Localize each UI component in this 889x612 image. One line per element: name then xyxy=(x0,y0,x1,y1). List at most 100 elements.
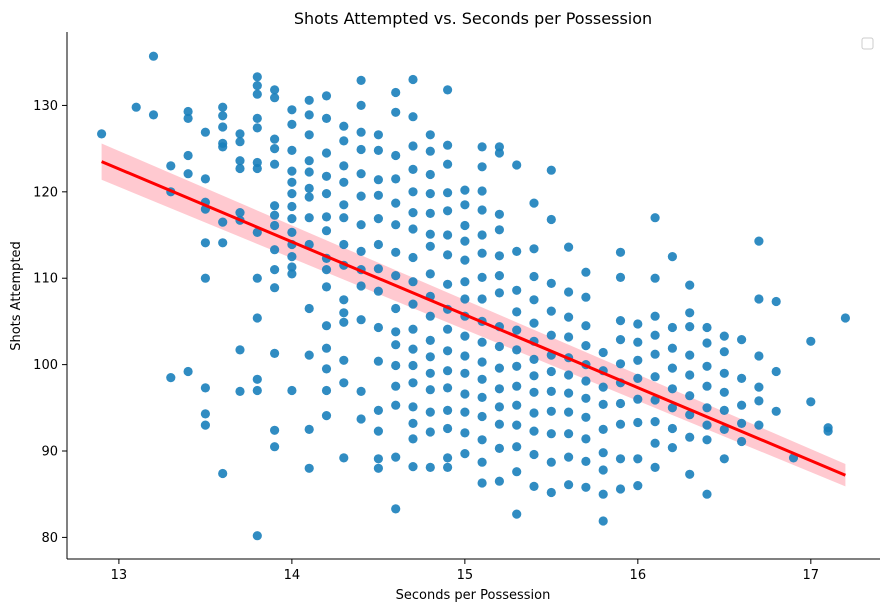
data-point xyxy=(512,509,522,519)
data-point xyxy=(737,335,747,345)
data-point xyxy=(633,394,643,404)
data-point xyxy=(304,130,314,140)
data-point xyxy=(633,481,643,491)
data-point xyxy=(356,315,366,325)
data-point xyxy=(512,442,522,452)
data-point xyxy=(667,252,678,262)
data-point xyxy=(408,141,418,151)
data-point xyxy=(425,462,435,472)
data-point xyxy=(270,348,280,358)
data-point xyxy=(477,230,487,240)
data-point xyxy=(339,239,349,250)
data-point xyxy=(667,403,678,413)
data-point xyxy=(564,287,574,297)
data-point xyxy=(425,208,435,218)
data-point xyxy=(321,411,332,421)
data-point xyxy=(373,454,383,464)
data-point xyxy=(719,368,729,378)
data-point xyxy=(754,236,764,246)
data-point xyxy=(339,295,349,305)
data-point xyxy=(581,456,591,466)
data-point xyxy=(823,426,833,436)
data-point xyxy=(667,363,678,373)
data-point xyxy=(719,405,729,415)
data-point xyxy=(598,448,608,458)
scatter-points-layer xyxy=(97,51,851,541)
data-point xyxy=(200,174,210,184)
data-point xyxy=(719,331,729,341)
regression-line xyxy=(101,160,846,477)
data-point xyxy=(460,185,470,195)
data-point xyxy=(183,150,193,161)
data-point xyxy=(460,449,470,459)
data-point xyxy=(270,220,280,231)
data-point xyxy=(494,225,504,235)
data-point xyxy=(494,443,504,453)
data-point xyxy=(218,111,228,121)
x-axis-label: Seconds per Possession xyxy=(396,588,551,603)
data-point xyxy=(512,361,522,371)
data-point xyxy=(685,370,695,380)
data-point xyxy=(771,366,781,377)
data-point xyxy=(477,162,487,172)
data-point xyxy=(356,281,366,291)
data-point xyxy=(477,248,487,258)
data-point xyxy=(494,271,504,281)
data-point xyxy=(425,427,435,437)
data-point xyxy=(270,265,280,275)
data-point xyxy=(304,156,314,166)
data-point xyxy=(737,418,747,428)
data-point xyxy=(270,442,280,452)
data-point xyxy=(460,220,470,231)
data-point xyxy=(494,384,504,394)
data-point xyxy=(564,242,574,252)
data-point xyxy=(512,400,522,410)
data-point xyxy=(148,51,159,61)
x-tick-label: 13 xyxy=(111,568,128,583)
data-point xyxy=(529,244,539,254)
data-point xyxy=(443,85,453,95)
data-point xyxy=(425,189,435,199)
data-point xyxy=(650,349,660,359)
data-point xyxy=(235,163,245,174)
data-point xyxy=(321,265,332,275)
data-point xyxy=(512,285,522,295)
data-point xyxy=(408,402,418,412)
y-axis-ticks: 80 90 100 110 120 130 xyxy=(33,99,67,546)
data-point xyxy=(529,449,539,460)
data-point xyxy=(494,476,504,486)
data-point xyxy=(321,343,332,353)
data-point xyxy=(373,463,383,473)
x-tick-label: 16 xyxy=(630,568,647,583)
data-point xyxy=(460,236,470,246)
data-point xyxy=(494,251,504,261)
data-point xyxy=(391,107,401,117)
x-tick-label: 14 xyxy=(284,568,301,583)
data-point xyxy=(270,159,280,169)
data-point xyxy=(356,414,366,424)
data-point xyxy=(719,347,729,357)
data-point xyxy=(391,327,401,337)
data-point xyxy=(546,429,556,439)
data-point xyxy=(304,213,314,223)
data-point xyxy=(131,102,141,112)
data-point xyxy=(287,166,297,176)
data-point xyxy=(252,72,262,82)
data-point xyxy=(373,264,383,274)
data-point xyxy=(408,324,418,334)
data-point xyxy=(356,169,366,179)
data-point xyxy=(235,208,245,218)
data-point xyxy=(252,113,262,123)
data-point xyxy=(667,343,678,353)
data-point xyxy=(443,366,453,376)
data-point xyxy=(581,341,591,351)
data-point xyxy=(356,75,366,85)
data-point xyxy=(529,408,539,418)
data-point xyxy=(529,318,539,328)
data-point xyxy=(425,311,435,321)
data-point xyxy=(391,504,401,514)
data-point xyxy=(702,381,712,391)
data-point xyxy=(425,385,435,395)
data-point xyxy=(304,424,314,434)
data-point xyxy=(443,140,453,150)
